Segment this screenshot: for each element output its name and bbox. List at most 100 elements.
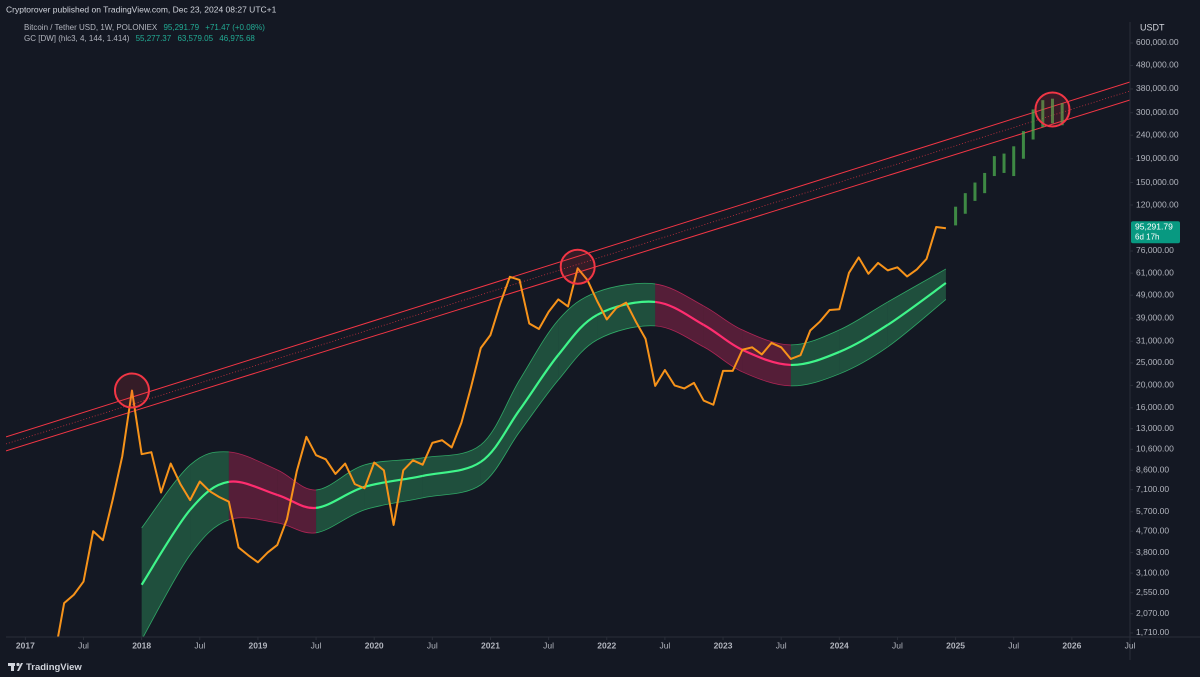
x-tick-label: 2025: [946, 640, 965, 650]
band-fill: [141, 464, 191, 637]
projection-bar: [963, 193, 967, 214]
y-tick-label: 20,000.00: [1136, 380, 1174, 390]
projection-bar: [973, 182, 977, 201]
band-edge: [655, 325, 704, 348]
symbol-name: Bitcoin / Tether USD, 1W, POLONIEX: [24, 23, 158, 32]
x-tick-label: Jul: [659, 640, 670, 650]
x-tick-label: Jul: [78, 640, 89, 650]
band-edge: [189, 519, 229, 556]
band-edge: [422, 444, 482, 459]
band-edge: [519, 319, 559, 381]
indicator-lower: 46,975.68: [219, 34, 255, 43]
band-edge: [316, 464, 365, 491]
band-midline: [703, 323, 743, 351]
indicator-legend: GC [DW] (hlc3, 4, 144, 1.414) 55,277.37 …: [24, 34, 255, 43]
logo-part: [16, 662, 20, 667]
band-fill: [480, 380, 520, 485]
x-tick-label: Jul: [427, 640, 438, 650]
y-tick-label: 4,700.00: [1136, 525, 1169, 535]
y-tick-label: 76,000.00: [1136, 245, 1174, 255]
y-tick-label: 300,000.00: [1136, 107, 1179, 117]
x-tick-label: 2020: [365, 640, 384, 650]
highlight-circle: [113, 372, 150, 409]
y-tick-label: 10,600.00: [1136, 444, 1174, 454]
projection-bar: [983, 172, 987, 194]
band-midline: [364, 474, 423, 488]
y-tick-label: 49,000.00: [1136, 289, 1174, 299]
y-tick-label: 5,700.00: [1136, 506, 1169, 516]
band-midline: [790, 350, 840, 367]
y-tick-label: 31,000.00: [1136, 336, 1174, 346]
band-fill: [228, 451, 278, 523]
x-tick-label: Jul: [892, 640, 903, 650]
band-edge: [703, 305, 743, 331]
y-tick-label: 600,000.00: [1136, 37, 1179, 47]
band-edge: [887, 268, 947, 303]
band-midline: [422, 460, 482, 477]
currency-label: USDT: [1140, 22, 1165, 32]
band-edge: [422, 484, 482, 499]
x-tick-label: Jul: [543, 640, 554, 650]
band-edge: [141, 464, 191, 529]
y-tick-label: 150,000.00: [1136, 177, 1179, 187]
projection-bar: [1012, 146, 1016, 177]
projection-bar: [1050, 98, 1054, 124]
x-tick-label: 2023: [714, 640, 733, 650]
projection-bar: [954, 206, 958, 226]
band-edge: [839, 301, 888, 331]
band-midline: [140, 509, 191, 586]
band-edge: [742, 371, 791, 387]
price-line: [57, 226, 947, 637]
band-edge: [596, 325, 656, 341]
band-midline: [741, 348, 791, 367]
x-tick-label: Jul: [311, 640, 322, 650]
x-tick-label: 2017: [16, 640, 35, 650]
plot-area: [6, 81, 1130, 637]
y-tick-label: 380,000.00: [1136, 83, 1179, 93]
band-edge: [703, 346, 743, 373]
band-midline: [480, 409, 521, 463]
x-tick-label: 2022: [597, 640, 616, 650]
trendline: [6, 81, 1130, 438]
band-edge: [228, 451, 278, 471]
y-tick-label: 2,550.00: [1136, 587, 1169, 597]
axes: 600,000.00 480,000.00 380,000.00 300,000.00…: [16, 37, 1180, 650]
y-tick-label: 190,000.00: [1136, 153, 1179, 163]
projection-bar: [1041, 100, 1045, 128]
y-tick-label: 25,000.00: [1136, 357, 1174, 367]
trendline: [6, 99, 1130, 452]
indicator-mid: 55,277.37: [136, 34, 172, 43]
band-fill: [597, 283, 656, 340]
band-edge: [790, 329, 840, 346]
band-edge: [142, 554, 191, 637]
y-tick-label: 480,000.00: [1136, 60, 1179, 70]
projection-bar: [992, 156, 996, 177]
band-midline: [228, 480, 278, 496]
band-edge: [558, 339, 598, 381]
band-fill: [519, 319, 559, 432]
band-midline: [276, 493, 317, 509]
y-tick-label: 8,600.00: [1136, 465, 1169, 475]
indicator-name: GC [DW] (hlc3, 4, 144, 1.414): [24, 34, 130, 43]
band-edge: [596, 282, 656, 293]
band-edge: [519, 379, 559, 433]
band-edge: [277, 522, 317, 534]
brand-name: TradingView: [26, 662, 82, 673]
y-tick-label: 120,000.00: [1136, 199, 1179, 209]
x-tick-label: Jul: [1125, 640, 1136, 650]
band-edge: [364, 457, 423, 466]
band-midline: [596, 300, 656, 316]
symbol-legend: Bitcoin / Tether USD, 1W, POLONIEX 95,29…: [24, 23, 265, 32]
x-tick-label: Jul: [194, 640, 205, 650]
band-midline: [315, 485, 365, 509]
band-edge: [277, 469, 317, 491]
band-fill: [887, 268, 946, 347]
projection-bar: [1002, 153, 1006, 173]
projection-bar: [1021, 131, 1025, 159]
y-tick-label: 61,000.00: [1136, 267, 1174, 277]
band-midline: [655, 300, 705, 326]
brand-logo: [8, 662, 23, 671]
band-edge: [790, 373, 840, 387]
